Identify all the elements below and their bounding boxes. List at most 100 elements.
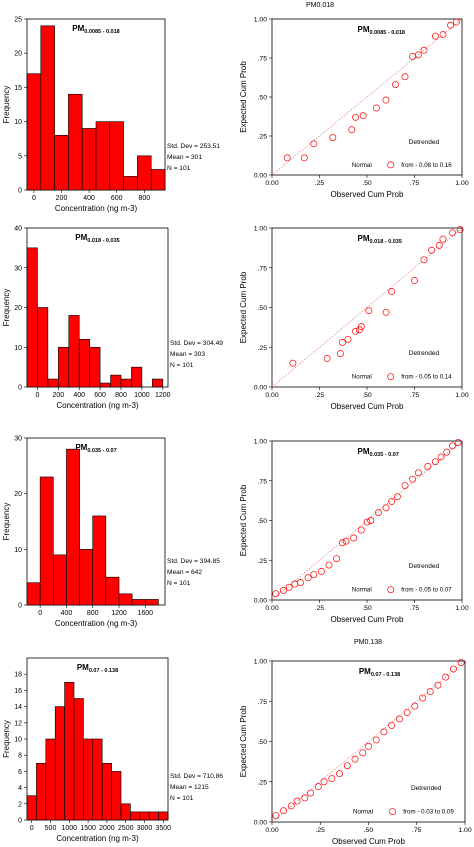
y-tick-label: .25 [258,134,268,141]
y-axis-label: Expected Cum Prob [239,484,248,556]
x-tick-label: .50 [362,605,372,612]
data-point [395,715,403,723]
legend-title: Detrended [409,139,440,146]
histogram-bar [101,762,112,821]
y-axis-label: Frequency [2,86,11,124]
x-axis-label: Concentration (ng m-3) [56,401,139,410]
data-point [310,140,318,148]
chart-title: PM0.018 - 0.035 [75,233,119,244]
data-point [388,288,396,296]
histogram-bar [144,599,159,606]
legend-range: from - 0.05 to 0.14 [401,374,452,381]
y-axis-label: Expected Cum Prob [239,61,248,133]
x-tick-label: 1000 [134,392,150,399]
data-point [447,21,455,29]
histogram-bar [148,811,159,821]
data-point [338,539,346,547]
reference-line [271,440,463,601]
data-point [352,113,360,121]
chart-title: PM0.035 - 0.07 [358,447,399,458]
histogram-bar [39,476,54,606]
histogram-bar [68,93,83,191]
x-tick-label: 1200 [111,610,127,617]
legend-title: Detrended [411,785,442,792]
x-tick-label: .75 [410,605,420,612]
data-point [363,518,371,526]
data-point [328,775,336,782]
y-tick-label: 12 [14,720,22,727]
data-point [272,812,280,820]
x-tick-label: 0 [30,825,34,832]
data-point [291,580,299,588]
chart-title: PM0.035 - 0.07 [75,443,116,454]
y-tick-label: .75 [258,478,268,485]
histogram-bar [58,346,70,388]
data-point [426,688,434,696]
x-tick-label: .25 [315,392,325,399]
histogram-bar [26,247,38,388]
y-tick-label: 10 [14,345,22,352]
x-tick-label: 0.00 [265,605,278,612]
y-tick-label: .50 [258,739,268,746]
x-tick-label: 1600 [137,610,153,617]
y-tick-label: 18 [14,672,22,679]
data-point [411,277,418,284]
y-axis-label: Expected Cum Prob [239,271,248,343]
y-tick-label: 0 [18,385,22,392]
mid-note: PM0.138 [354,639,382,646]
y-tick-label: 0.00 [254,173,267,180]
data-point [365,742,372,750]
x-tick-label: .50 [362,392,372,399]
x-axis-label: Concentration (ng m-3) [55,204,138,213]
x-tick-label: 1.00 [455,180,468,187]
histogram-bar [158,811,169,821]
y-tick-label: .75 [258,265,268,272]
x-axis-label: Concentration (ng m-3) [56,834,139,843]
data-point [329,134,337,142]
y-tick-label: 10 [14,737,22,744]
histogram-bar [79,549,94,606]
stats-text: Std. Dev = 253.51 [167,143,220,150]
histogram-bar [37,307,49,388]
data-point [456,226,464,234]
data-point [439,31,447,39]
data-point [439,235,447,243]
y-tick-label: 20 [14,51,22,58]
data-point [304,574,312,582]
data-point [293,797,301,805]
data-point [457,659,465,667]
x-tick-label: 1200 [155,392,171,399]
y-tick-label: 0 [18,603,22,610]
data-point [317,567,325,575]
y-tick-label: 14 [14,704,22,711]
data-point [431,32,439,40]
x-tick-label: .75 [412,827,422,834]
data-point [351,755,359,763]
y-tick-label: 4 [18,785,22,792]
y-tick-label: 10 [14,547,22,554]
x-tick-label: 1.00 [455,605,468,612]
data-point [403,709,411,716]
histogram-bar [131,366,143,388]
chart-title: PM0.0085 - 0.018 [72,24,119,35]
data-point [272,590,280,598]
x-tick-label: 600 [111,195,123,202]
x-axis-label: Observed Cum Prob [331,402,404,411]
reference-line [271,660,466,823]
histogram-bar [45,738,56,821]
data-point [449,665,457,673]
histogram-bar [78,338,90,388]
data-point [348,126,356,134]
y-tick-label: 0.00 [254,385,267,392]
data-point [359,112,367,120]
data-point [357,323,365,331]
histogram-bar [36,762,47,821]
y-axis-label: Expected Cum Prob [239,705,248,777]
histogram-bar [99,382,111,388]
legend-marker [387,373,395,381]
data-point [388,721,396,729]
data-point [344,335,352,343]
x-axis-label: Observed Cum Prob [331,190,404,199]
x-tick-label: .50 [362,180,372,187]
